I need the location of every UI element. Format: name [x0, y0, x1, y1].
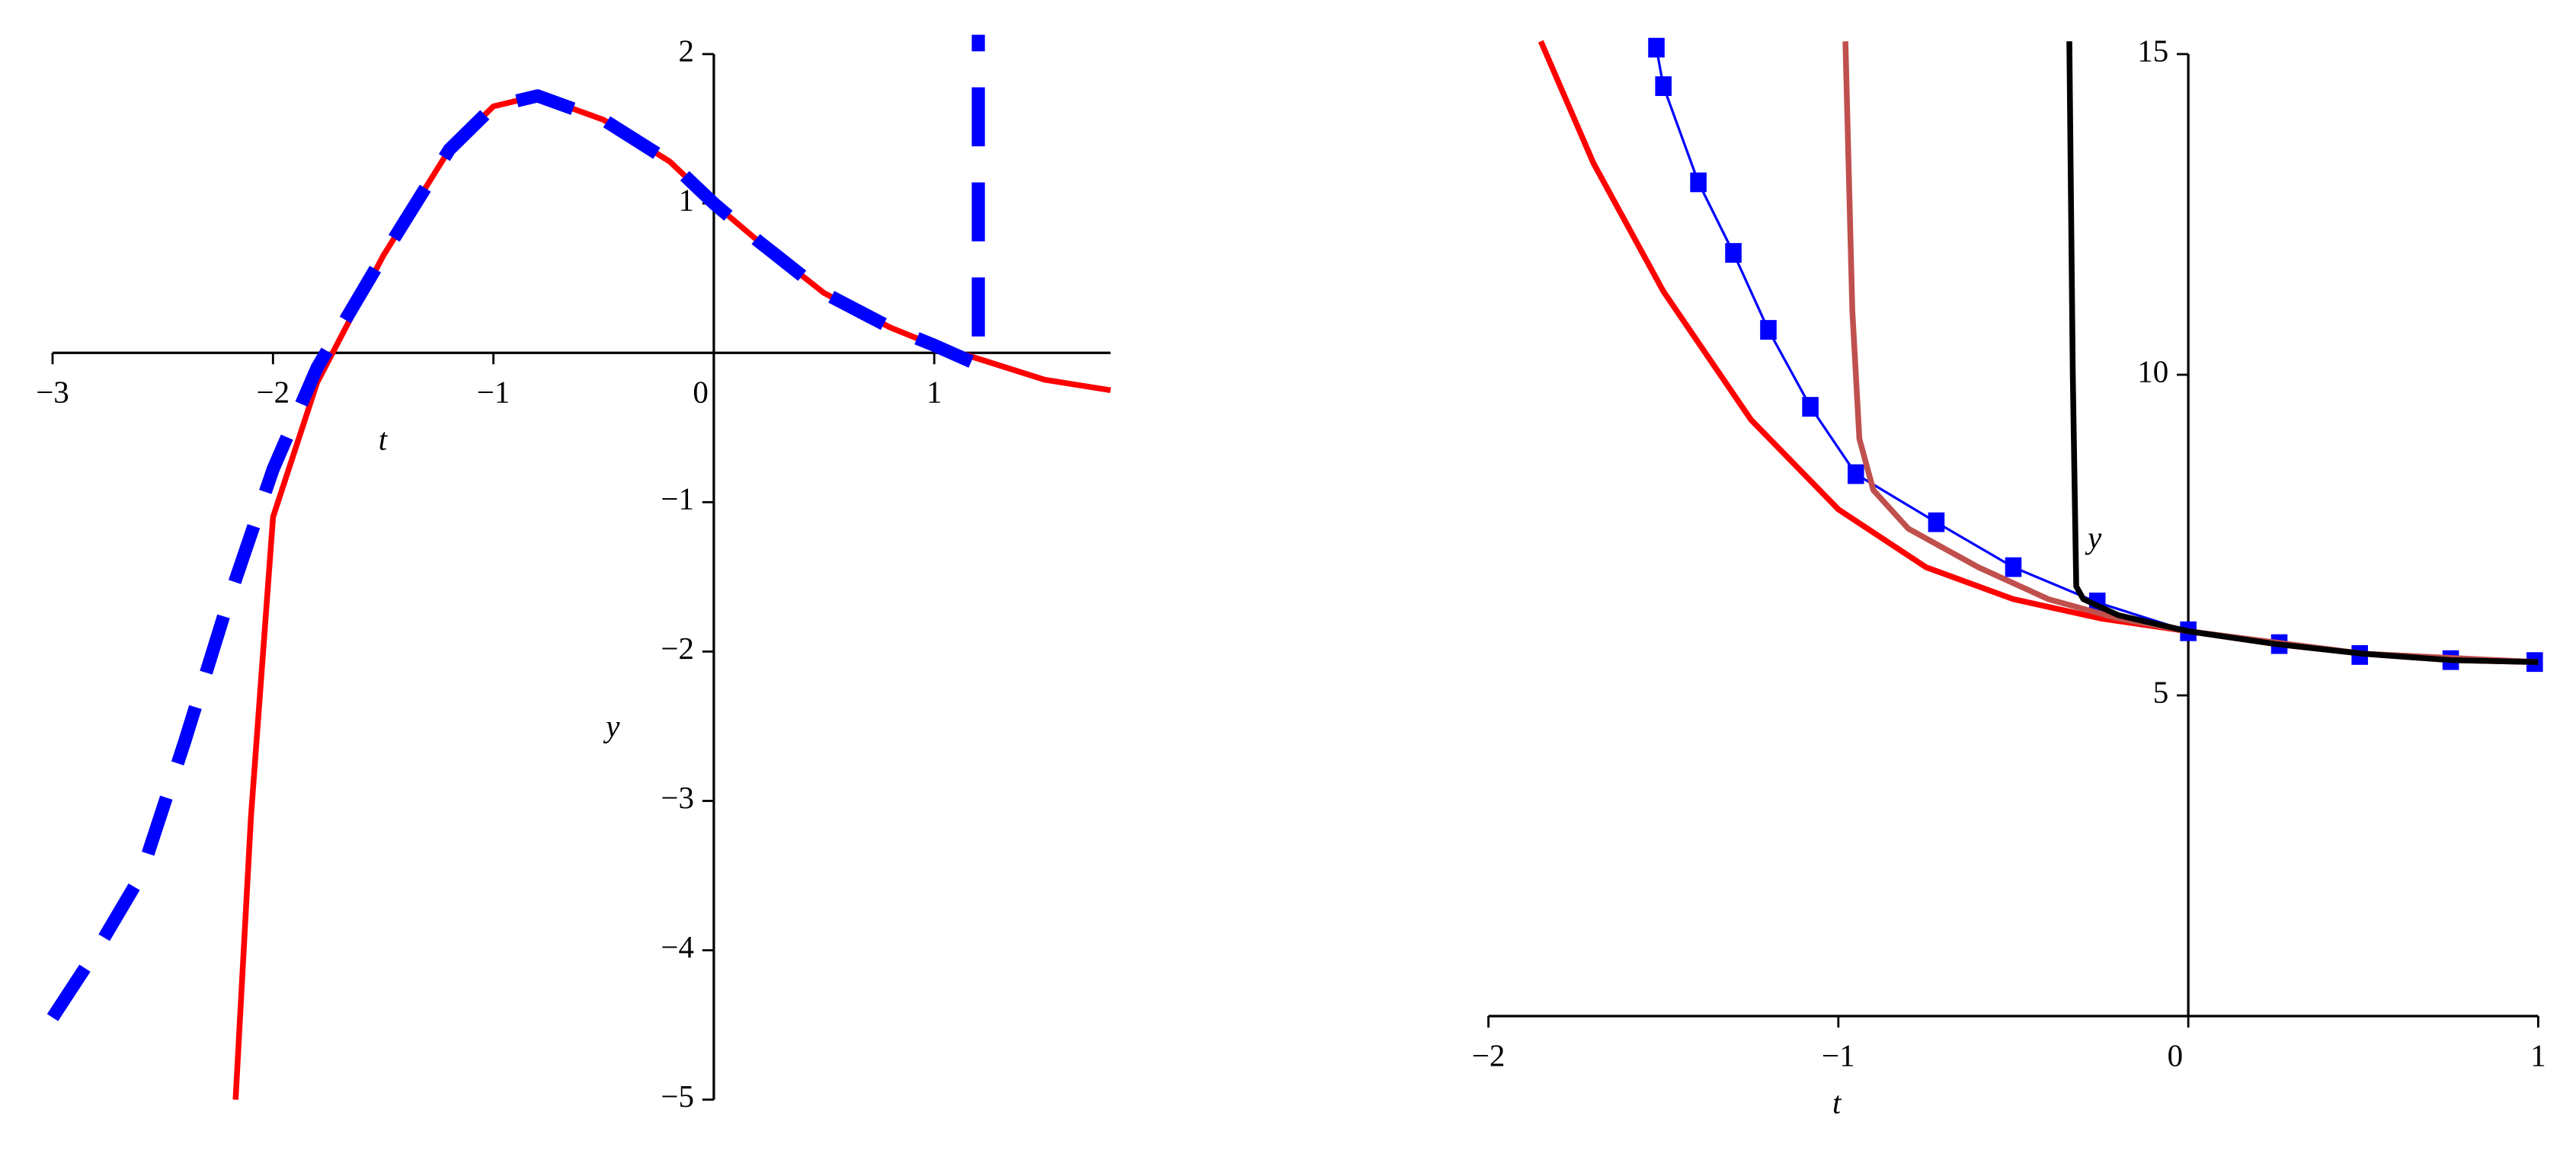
marker — [1690, 172, 1707, 193]
series-line — [46, 34, 985, 1021]
x-axis-title: t — [1832, 1086, 1842, 1120]
y-tick-label: −4 — [661, 930, 694, 964]
y-tick-label: −1 — [661, 482, 694, 516]
x-tick-label: 1 — [2530, 1038, 2546, 1072]
x-tick-label: 1 — [926, 376, 942, 410]
marker — [1648, 37, 1665, 58]
x-tick-label: −1 — [477, 376, 510, 410]
x-tick-label: −2 — [257, 376, 290, 410]
series-line — [1655, 47, 2535, 663]
marker — [2005, 557, 2022, 577]
x-tick-label: −2 — [1472, 1038, 1506, 1072]
y-tick-label: 10 — [2137, 354, 2168, 388]
x-tick-label: −1 — [1822, 1038, 1855, 1072]
y-tick-label: −3 — [661, 781, 694, 815]
y-axis-title: y — [2085, 520, 2102, 555]
y-tick-label: −5 — [661, 1079, 694, 1114]
marker — [1802, 397, 1819, 417]
marker — [1655, 76, 1672, 97]
marker — [1928, 512, 1945, 532]
y-axis-title: y — [603, 709, 620, 743]
marker — [1760, 320, 1777, 340]
y-tick-label: 1 — [679, 184, 694, 218]
x-tick-label: 0 — [2168, 1038, 2183, 1072]
y-tick-label: 15 — [2137, 34, 2168, 68]
marker — [1725, 243, 1742, 263]
y-tick-label: −2 — [661, 631, 694, 666]
series-line — [2066, 41, 2539, 665]
x-axis-title: t — [379, 422, 389, 456]
x-tick-label: −3 — [36, 376, 69, 410]
y-tick-label: 2 — [679, 34, 694, 68]
marker — [1848, 464, 1864, 484]
x-tick-label: 0 — [693, 376, 708, 410]
series-line — [1538, 40, 2539, 665]
series-line — [1842, 41, 2539, 665]
y-tick-label: 5 — [2153, 675, 2168, 709]
